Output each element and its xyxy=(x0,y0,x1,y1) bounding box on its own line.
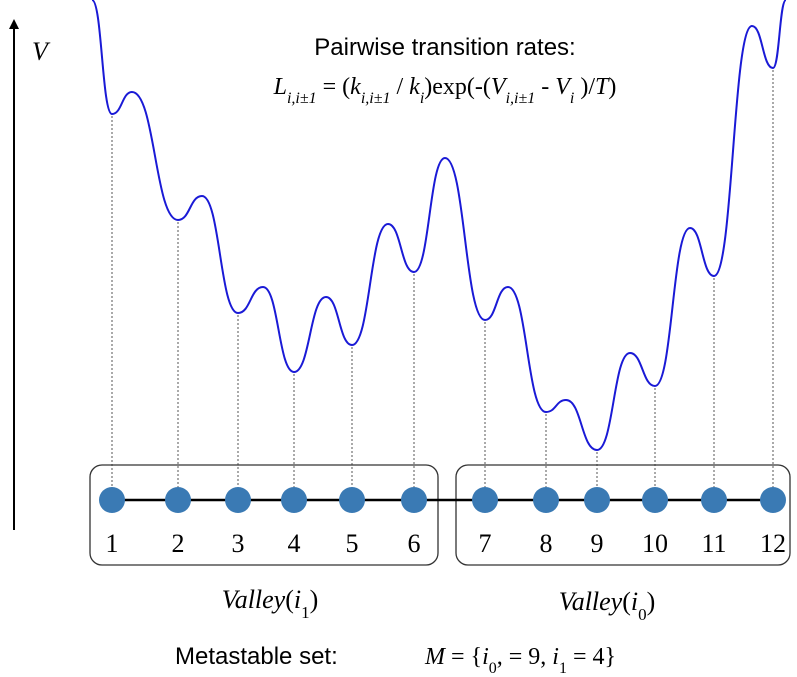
state-label-6: 6 xyxy=(408,529,421,558)
state-label-11: 11 xyxy=(701,529,726,558)
state-label-4: 4 xyxy=(288,529,301,558)
valley-label-0: Valley(i0) xyxy=(559,587,656,624)
v-axis-label: V xyxy=(32,37,51,66)
state-node-10 xyxy=(642,487,668,513)
state-nodes xyxy=(99,487,786,513)
state-label-2: 2 xyxy=(172,529,185,558)
valley-box-1 xyxy=(89,464,439,566)
state-node-6 xyxy=(401,487,427,513)
state-label-10: 10 xyxy=(642,529,668,558)
state-label-7: 7 xyxy=(479,529,492,558)
state-node-4 xyxy=(281,487,307,513)
state-label-5: 5 xyxy=(346,529,359,558)
valley-label-1: Valley(i1) xyxy=(222,585,319,622)
transition-rate-formula: Li,i±1 = (ki,i±1 / ki)exp(-(Vi,i±1 - Vi … xyxy=(273,74,617,107)
state-node-2 xyxy=(165,487,191,513)
state-node-5 xyxy=(339,487,365,513)
potential-energy-curve xyxy=(91,0,787,452)
state-node-9 xyxy=(584,487,610,513)
state-label-8: 8 xyxy=(540,529,553,558)
state-node-12 xyxy=(760,487,786,513)
state-label-9: 9 xyxy=(591,529,604,558)
title-line: Pairwise transition rates: xyxy=(314,34,575,61)
state-label-1: 1 xyxy=(106,529,119,558)
state-node-3 xyxy=(225,487,251,513)
state-node-8 xyxy=(533,487,559,513)
state-label-12: 12 xyxy=(760,529,786,558)
state-node-1 xyxy=(99,487,125,513)
dotted-drop-lines xyxy=(111,70,774,488)
metastable-set-label: Metastable set: xyxy=(175,643,338,670)
valley-box-0 xyxy=(455,464,791,566)
state-labels: 1 2 3 4 5 6 7 8 9 10 11 12 xyxy=(106,529,787,558)
state-node-7 xyxy=(472,487,498,513)
state-label-3: 3 xyxy=(232,529,245,558)
metastable-set-formula: M = {i0, = 9, i1 = 4} xyxy=(424,644,616,677)
state-node-11 xyxy=(701,487,727,513)
